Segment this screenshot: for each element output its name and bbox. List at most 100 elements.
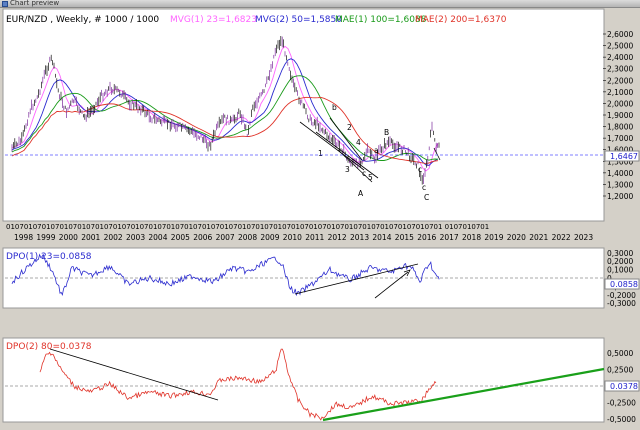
dpo2-tick-label: 0,5000 — [607, 349, 633, 358]
y-tick-label: 2,5000 — [607, 42, 633, 51]
dpo1-last-value: 0.0858 — [610, 280, 638, 289]
dpo2-downtrend — [49, 348, 219, 401]
year-label: 2011 — [305, 233, 324, 242]
annotation-line — [337, 149, 373, 183]
legend-mvg1: MVG(1) 23=1,6823 — [170, 15, 257, 25]
legend-mae1: MAE(1) 100=1,6088 — [335, 15, 427, 25]
main-last-value-box — [604, 150, 640, 162]
wave-label: c — [418, 165, 422, 174]
annotation-line — [433, 147, 441, 161]
year-label: 2017 — [440, 233, 459, 242]
main-last-value: 1,6467 — [610, 152, 638, 161]
wave-label: 1 — [318, 149, 323, 158]
year-label: 2010 — [283, 233, 302, 242]
y-tick-label: 1,9000 — [607, 111, 633, 120]
y-tick-label: 2,2000 — [607, 76, 633, 85]
legend-mvg2: MVG(2) 50=1,5850 — [255, 15, 342, 25]
year-label: 2022 — [552, 233, 571, 242]
legend: MVG(1) 23=1,6823 MVG(2) 50=1,5850 MAE(1)… — [170, 15, 507, 25]
app-icon — [2, 1, 8, 7]
year-label: 2018 — [462, 233, 481, 242]
wave-label: 3 — [345, 165, 350, 174]
y-tick-label: 2,6000 — [607, 30, 633, 39]
wave-label: 5 — [368, 173, 373, 182]
y-tick-label: 1,2000 — [607, 192, 633, 201]
dpo1-tick-label: -0,3000 — [607, 299, 636, 308]
y-tick-label: 2,4000 — [607, 53, 633, 62]
dpo2-tick-label: -0,2500 — [607, 399, 636, 408]
dpo2-last-value-box — [604, 380, 640, 392]
price-bars — [11, 36, 440, 185]
year-label: 2005 — [171, 233, 190, 242]
y-tick-label: 2,0000 — [607, 99, 633, 108]
year-label: 2004 — [148, 233, 167, 242]
title-bar[interactable]: Chart preview — [0, 0, 640, 8]
ma-line — [11, 58, 439, 166]
y-tick-label: 2,1000 — [607, 88, 633, 97]
dpo1-tick-label: 0,2000 — [607, 257, 633, 266]
moving-average-lines — [11, 45, 439, 172]
year-label: 2016 — [417, 233, 436, 242]
year-label: 2013 — [350, 233, 369, 242]
year-label: 2006 — [193, 233, 212, 242]
dpo2-title: DPO(2) 80=0.0378 — [6, 342, 92, 352]
window-title: Chart preview — [10, 0, 60, 7]
y-tick-label: 1,7000 — [607, 134, 633, 143]
ma-line — [11, 96, 439, 164]
dpo1-arrow-head — [403, 269, 411, 277]
dpo2-tick-label: 0,2500 — [607, 366, 633, 375]
dpo2-y-axis: 0,5000 0,2500 -0,2500 -0,5000 — [607, 349, 636, 424]
dpo2-last-value: 0.0378 — [610, 382, 638, 391]
dpo1-tick-label: 0,3000 — [607, 249, 633, 258]
main-title: EUR/NZD , Weekly, # 1000 / 1000 — [6, 15, 159, 25]
wave-label: a — [374, 146, 379, 155]
wave-label: c — [422, 183, 426, 192]
year-label: 2007 — [216, 233, 235, 242]
year-label: 1999 — [36, 233, 55, 242]
wave-label: 2 — [347, 123, 352, 132]
wave-label: 4 — [356, 138, 361, 147]
dpo2-panel — [2, 337, 605, 423]
ma-line — [11, 45, 439, 172]
dpo2-line — [39, 348, 437, 421]
legend-mae2: MAE(2) 200=1,6370 — [415, 15, 507, 25]
year-label: 2001 — [81, 233, 100, 242]
x-axis-months: 0107010701070107010701070107010701070107… — [6, 223, 489, 231]
y-tick-label: 1,8000 — [607, 123, 633, 132]
y-tick-label: 1,3000 — [607, 180, 633, 189]
annotation-line — [299, 121, 365, 171]
year-label: 2008 — [238, 233, 257, 242]
wave-label: b — [332, 103, 337, 112]
year-label: 2000 — [59, 233, 78, 242]
wave-label: C — [424, 193, 429, 202]
y-tick-label: 2,3000 — [607, 65, 633, 74]
dpo1-trendline — [294, 263, 419, 295]
dpo1-tick-label: -0,2000 — [607, 291, 636, 300]
wave-label: B — [384, 128, 389, 137]
wave-label: c — [362, 169, 366, 178]
main-panel — [2, 8, 605, 222]
year-label: 2014 — [372, 233, 391, 242]
main-y-axis: 2,6000 2,5000 2,4000 2,3000 2,2000 2,1000 2,00… — [603, 30, 633, 201]
dpo1-tick-label: 0,1000 — [607, 266, 633, 275]
year-label: 2009 — [260, 233, 279, 242]
dpo1-arrow — [374, 271, 409, 299]
year-label: 2003 — [126, 233, 145, 242]
dpo2-green-trendline — [322, 367, 605, 422]
year-label: 2012 — [328, 233, 347, 242]
x-axis-years: 1998 1999 2000 2001 2002 2003 2004 2005 2006 2007… — [14, 233, 593, 242]
year-label: 2021 — [529, 233, 548, 242]
dpo2-tick-label: -0,5000 — [607, 415, 636, 424]
year-label: 2020 — [507, 233, 526, 242]
y-tick-label: 1,6000 — [607, 146, 633, 155]
dpo1-title: DPO(1) 23=0.0858 — [6, 252, 92, 262]
year-label: 2002 — [104, 233, 123, 242]
y-tick-label: 1,4000 — [607, 169, 633, 178]
annotation-line — [329, 117, 363, 161]
year-label: 1998 — [14, 233, 33, 242]
year-label: 2019 — [484, 233, 503, 242]
dpo1-panel — [2, 247, 605, 309]
